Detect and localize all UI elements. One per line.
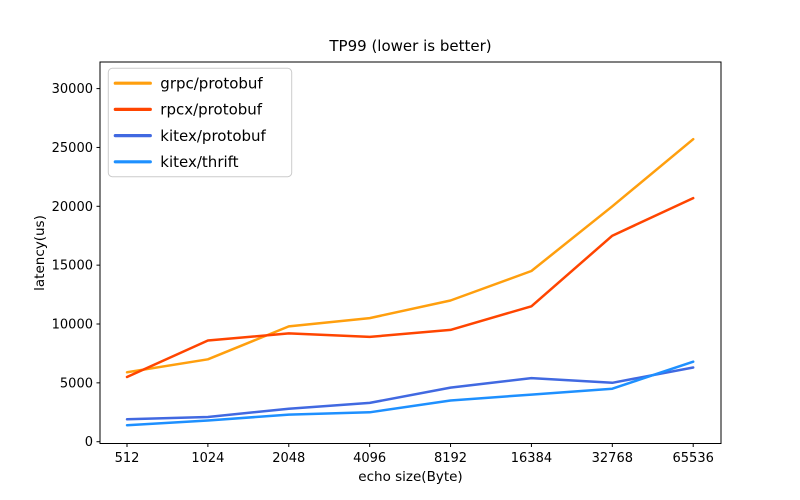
x-tick-label: 512 bbox=[115, 451, 140, 466]
x-tick-label: 4096 bbox=[353, 451, 386, 466]
x-axis-ticks: 512 1024 2048 4096 8192 16384 32768 65536 bbox=[115, 443, 714, 466]
legend-entry: rpcx/protobuf bbox=[113, 101, 263, 119]
plot-area bbox=[99, 61, 722, 444]
x-tick-label: 16384 bbox=[511, 451, 552, 466]
legend: grpc/protobuf rpcx/protobuf kitex/protobuf… bbox=[107, 67, 293, 178]
x-tick-label: 32768 bbox=[592, 451, 633, 466]
series-line-kitex-protobuf bbox=[125, 366, 695, 421]
x-tick-label: 1024 bbox=[191, 451, 224, 466]
y-tick-label: 30000 bbox=[52, 82, 93, 97]
x-tick-label: 8192 bbox=[434, 451, 467, 466]
series-line-kitex-thrift bbox=[125, 360, 695, 427]
y-axis-label: latency(us) bbox=[32, 215, 48, 291]
x-axis-label: echo size(Byte) bbox=[358, 469, 462, 485]
y-tick-label: 15000 bbox=[52, 259, 93, 274]
legend-label: kitex/thrift bbox=[160, 153, 238, 171]
y-tick-label: 25000 bbox=[52, 141, 93, 156]
series-line-grpc-protobuf bbox=[125, 137, 695, 374]
x-tick-label: 2048 bbox=[272, 451, 305, 466]
legend-entry: grpc/protobuf bbox=[113, 74, 263, 92]
legend-label: grpc/protobuf bbox=[160, 74, 263, 92]
chart-title: TP99 (lower is better) bbox=[328, 37, 491, 55]
legend-label: kitex/protobuf bbox=[160, 127, 266, 145]
legend-entry: kitex/thrift bbox=[113, 153, 239, 171]
y-tick-label: 20000 bbox=[52, 200, 93, 215]
y-tick-label: 0 bbox=[85, 435, 93, 450]
y-axis-ticks: 0 5000 10000 15000 20000 25000 30000 bbox=[52, 82, 100, 450]
series-line-rpcx-protobuf bbox=[125, 196, 695, 379]
y-tick-label: 10000 bbox=[52, 318, 93, 333]
x-tick-label: 65536 bbox=[673, 451, 714, 466]
legend-label: rpcx/protobuf bbox=[160, 101, 262, 119]
y-tick-label: 5000 bbox=[60, 376, 93, 391]
legend-entry: kitex/protobuf bbox=[113, 127, 267, 145]
series-lines bbox=[125, 137, 695, 427]
legend-box bbox=[107, 67, 293, 178]
